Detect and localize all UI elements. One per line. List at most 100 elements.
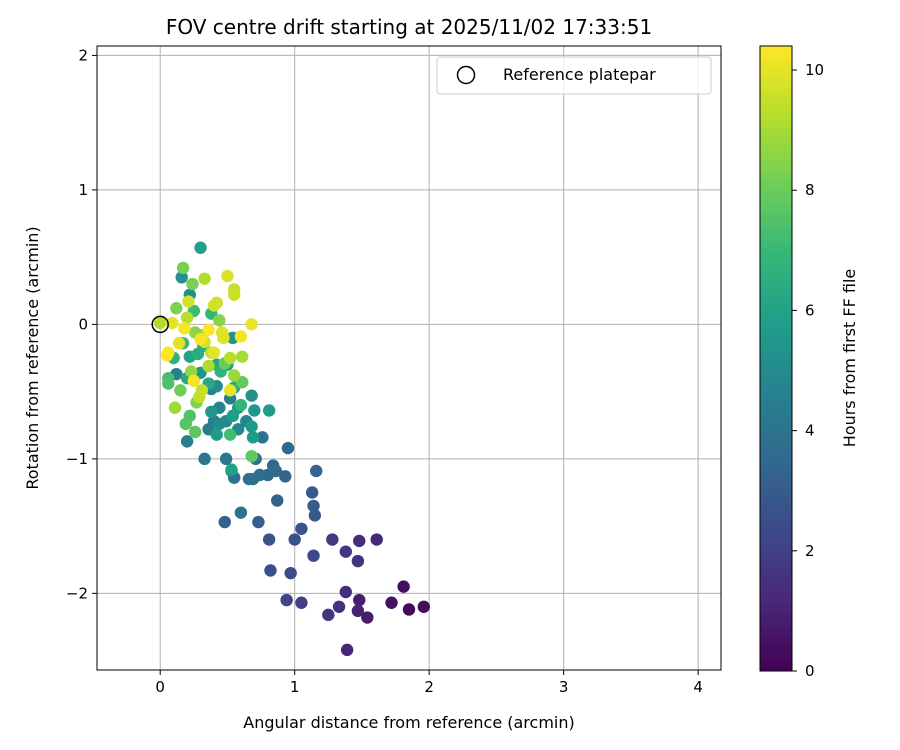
colorbar-tick-label: 8 [805, 181, 815, 199]
scatter-point [202, 359, 215, 373]
colorbar-label: Hours from first FF file [840, 269, 859, 448]
scatter-point [218, 515, 231, 529]
colorbar [760, 46, 792, 671]
scatter-point [234, 398, 248, 412]
data-points [154, 241, 430, 657]
scatter-point [264, 564, 277, 577]
scatter-point [175, 271, 188, 284]
scatter-point [166, 316, 179, 330]
scatter-point [170, 302, 183, 315]
scatter-point [339, 585, 352, 599]
scatter-point [353, 593, 366, 607]
scatter-point [281, 441, 295, 455]
scatter-point [353, 534, 366, 548]
y-axis-ticks: −2 −1 0 1 2 [66, 46, 97, 602]
legend-marker-open-circle [456, 65, 476, 85]
scatter-point [305, 486, 319, 499]
scatter-point [271, 494, 284, 507]
x-tick-label: 3 [559, 678, 569, 696]
scatter-point [340, 643, 354, 657]
scatter-point [195, 384, 209, 397]
reference-platepar-marker [151, 315, 169, 334]
legend-box [436, 56, 712, 95]
scatter-point [205, 405, 218, 418]
scatter-point [242, 472, 256, 486]
scatter-point [223, 384, 237, 397]
scatter-point [246, 431, 260, 444]
scatter-point [194, 332, 207, 346]
scatter-point [210, 428, 223, 441]
scatter-point [307, 549, 320, 562]
scatter-point [179, 417, 192, 431]
scatter-point [223, 428, 237, 441]
scatter-point [385, 596, 398, 609]
scatter-point [295, 596, 308, 609]
scatter-point [245, 420, 258, 433]
scatter-point [172, 337, 186, 350]
scatter-point [236, 350, 249, 363]
scatter-point [202, 323, 215, 336]
scatter-point [397, 580, 410, 593]
scatter-point [180, 311, 194, 324]
y-axis-label: Rotation from reference (arcmin) [23, 226, 42, 489]
scatter-point [221, 269, 234, 283]
x-axis-ticks: 0 1 2 3 4 [155, 670, 703, 696]
scatter-point [234, 330, 248, 343]
grid-lines [97, 46, 721, 670]
scatter-point [225, 463, 238, 476]
scatter-point [295, 522, 308, 535]
scatter-point [245, 318, 258, 331]
scatter-point [184, 365, 198, 378]
scatter-point [252, 515, 265, 529]
y-tick-label: 2 [78, 46, 88, 64]
scatter-point [219, 452, 233, 466]
scatter-point [288, 533, 301, 546]
y-tick-label: 1 [78, 181, 88, 199]
scatter-point [351, 604, 365, 618]
scatter-point [213, 314, 226, 327]
scatter-point [280, 593, 293, 607]
scatter-point [227, 288, 241, 301]
scatter-point [227, 369, 241, 382]
scatter-point [308, 509, 322, 522]
scatter-point [269, 464, 283, 478]
scatter-point [417, 600, 430, 613]
scatter-point [226, 409, 240, 423]
scatter-point [326, 533, 339, 546]
scatter-point [198, 272, 211, 285]
legend-label: Reference platepar [503, 65, 656, 84]
scatter-point [262, 533, 276, 546]
scatter-point [370, 533, 383, 546]
colorbar-tick-label: 4 [805, 422, 815, 440]
scatter-point [284, 566, 297, 580]
scatter-point [160, 349, 174, 362]
scatter-point [339, 545, 352, 558]
scatter-point [187, 374, 201, 388]
y-tick-label: −1 [66, 450, 88, 468]
scatter-point [178, 322, 191, 335]
scatter-point [188, 425, 202, 439]
scatter-point [256, 431, 269, 444]
scatter-point [310, 464, 323, 478]
scatter-point [223, 351, 237, 365]
chart-title: FOV centre drift starting at 2025/11/02 … [166, 15, 652, 39]
scatter-point [402, 603, 416, 616]
scatter-point [174, 384, 187, 397]
colorbar-tick-label: 0 [805, 662, 815, 680]
colorbar-tick-label: 10 [805, 61, 824, 79]
scatter-point [162, 377, 175, 390]
scatter-point [262, 404, 276, 417]
scatter-point [217, 331, 230, 345]
colorbar-ticks: 0 2 4 6 8 10 [792, 61, 824, 680]
scatter-point [245, 389, 258, 402]
plot-frame [96, 45, 722, 671]
legend: Reference platepar [436, 56, 712, 95]
x-axis-label: Angular distance from reference (arcmin) [243, 713, 574, 732]
x-tick-label: 0 [155, 678, 165, 696]
scatter-point [186, 277, 199, 291]
colorbar-frame [759, 45, 793, 672]
scatter-point [198, 452, 211, 466]
scatter-point [182, 295, 195, 308]
